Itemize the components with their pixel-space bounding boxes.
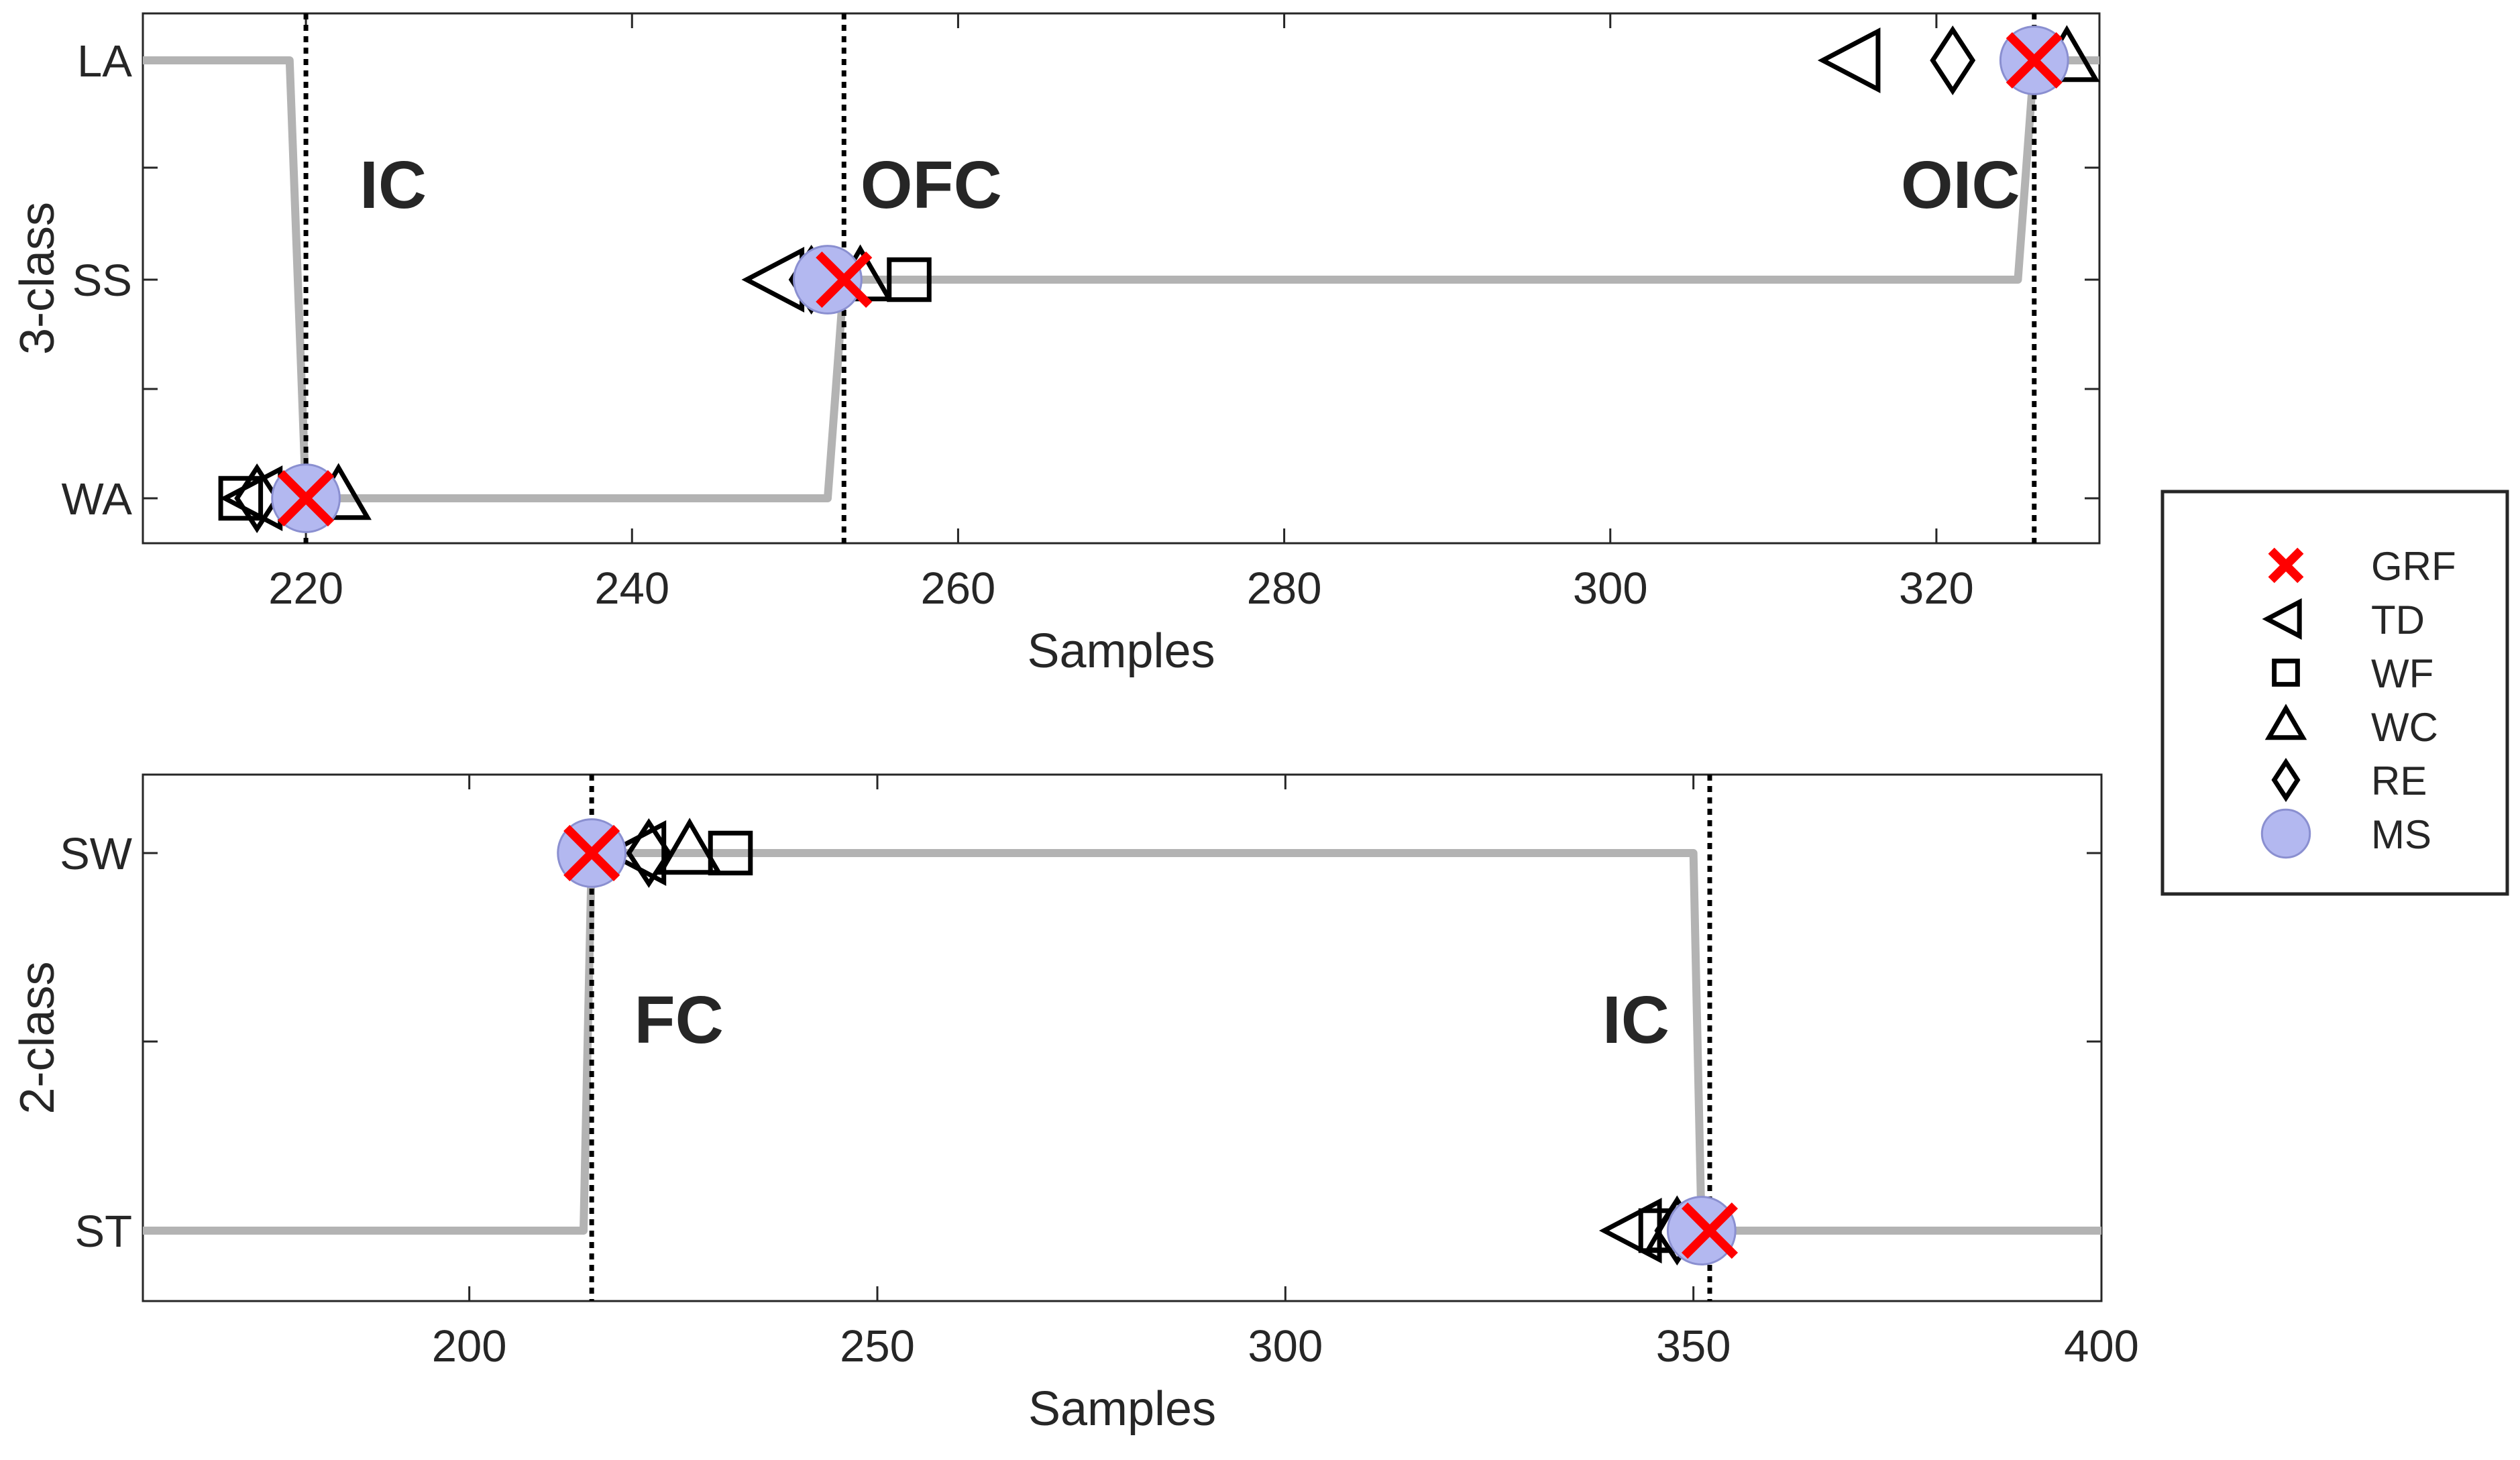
event-label-ic: IC <box>360 148 427 223</box>
two-class-plot-frame <box>142 773 2103 1302</box>
legend-grf-marker <box>2268 547 2304 583</box>
re-marker <box>1930 25 1976 96</box>
x-tick-label: 220 <box>268 563 343 614</box>
legend: GRF TD WF WC RE MS <box>2160 490 2509 896</box>
x-tick-label: 300 <box>1573 563 1648 614</box>
x-tick-label: 240 <box>594 563 669 614</box>
x-tick-label: 320 <box>1899 563 1974 614</box>
legend-ms-marker <box>2260 808 2311 859</box>
x-tick-label: 260 <box>921 563 996 614</box>
legend-label-wf: WF <box>2371 651 2433 696</box>
three-class-plot-frame <box>142 12 2101 545</box>
ms-marker <box>793 245 863 315</box>
legend-label-td: TD <box>2371 598 2425 642</box>
grf-marker <box>278 469 335 527</box>
legend-td-marker <box>2262 598 2302 640</box>
x-tick-label: 200 <box>432 1321 507 1371</box>
x-tick-label: 350 <box>1656 1321 1731 1371</box>
legend-label-wc: WC <box>2371 705 2438 750</box>
legend-wf-marker <box>2272 659 2300 687</box>
legend-re-marker <box>2271 757 2301 803</box>
wf-marker <box>708 830 753 876</box>
two-class-x-axis-title: Samples <box>1028 1382 1216 1436</box>
y-tick-label: WA <box>62 474 133 524</box>
two-class-panel: 200 250 300 350 400 SW ST Samples 2-class FC IC <box>11 773 2139 1436</box>
grf-marker <box>1681 1202 1739 1259</box>
grf-marker <box>816 251 873 308</box>
grf-marker <box>563 824 620 882</box>
wf-marker <box>218 475 264 521</box>
y-tick-label: ST <box>74 1206 132 1257</box>
re-marker <box>234 463 280 534</box>
y-tick-label: SS <box>72 256 132 306</box>
legend-wc-marker <box>2264 704 2307 740</box>
legend-label-grf: GRF <box>2371 544 2456 589</box>
event-label-ic: IC <box>1602 982 1669 1058</box>
three-class-x-axis-title: Samples <box>1027 624 1215 678</box>
re-marker <box>626 818 672 889</box>
event-label-oic: OIC <box>1901 148 2020 223</box>
grf-marker <box>2006 32 2063 89</box>
three-class-panel: 220 240 260 280 300 320 LA SS WA Samples 3-class IC… <box>11 12 2101 678</box>
two-class-y-axis-title: 2-class <box>11 961 64 1114</box>
three-class-signal-line <box>143 56 2099 502</box>
legend-label-re: RE <box>2371 759 2427 803</box>
wf-marker <box>887 257 932 302</box>
x-tick-label: 400 <box>2064 1321 2139 1371</box>
wc-marker <box>656 818 723 875</box>
x-tick-label: 280 <box>1247 563 1322 614</box>
two-class-signal-line <box>143 849 2101 1235</box>
x-tick-label: 300 <box>1248 1321 1323 1371</box>
legend-label-ms: MS <box>2371 812 2431 857</box>
three-class-y-axis-title: 3-class <box>11 202 64 355</box>
event-label-ofc: OFC <box>861 148 1002 223</box>
y-tick-label: LA <box>77 36 132 87</box>
ms-marker <box>1666 1196 1737 1266</box>
td-marker <box>1817 27 1881 93</box>
legend-box <box>2160 490 2509 896</box>
x-tick-label: 250 <box>840 1321 915 1371</box>
y-tick-label: SW <box>60 829 133 879</box>
event-label-fc: FC <box>635 982 724 1058</box>
